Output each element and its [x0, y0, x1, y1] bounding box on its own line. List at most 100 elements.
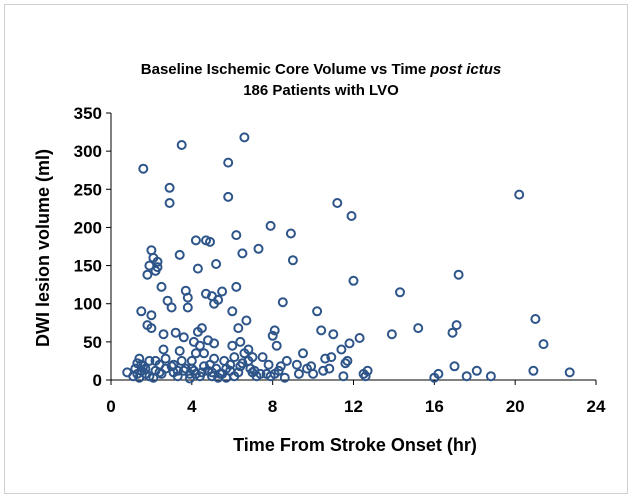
- data-point: [209, 338, 220, 349]
- data-point: [362, 365, 373, 376]
- data-point: [227, 306, 238, 317]
- data-point: [253, 243, 264, 254]
- data-point: [158, 329, 169, 340]
- data-point: [196, 323, 207, 334]
- data-point: [132, 368, 143, 379]
- x-tick-label: 4: [187, 397, 197, 416]
- x-tick-label: 12: [344, 397, 363, 416]
- data-point: [324, 363, 335, 374]
- data-point: [190, 348, 201, 359]
- data-point: [174, 346, 185, 356]
- data-point: [136, 306, 147, 317]
- data-point: [485, 371, 496, 382]
- data-point: [154, 367, 165, 378]
- data-point: [247, 352, 258, 363]
- data-point: [229, 352, 240, 363]
- data-point: [209, 353, 220, 364]
- data-point: [166, 302, 177, 313]
- data-point: [342, 355, 353, 366]
- data-point: [263, 359, 274, 370]
- data-point: [346, 211, 357, 221]
- data-point: [176, 140, 187, 150]
- data-point: [332, 198, 343, 208]
- data-point: [312, 306, 323, 317]
- data-point: [287, 255, 298, 266]
- data-point: [170, 327, 181, 338]
- data-point: [136, 359, 147, 370]
- data-point: [233, 367, 244, 378]
- data-point: [344, 338, 355, 349]
- scatter-chart: Baseline Ischemic Core Volume vs Time po…: [33, 61, 606, 455]
- data-point: [164, 182, 175, 193]
- data-point: [207, 367, 217, 378]
- data-point: [231, 281, 242, 292]
- chart-frame: Baseline Ischemic Core Volume vs Time po…: [4, 4, 628, 494]
- data-point: [138, 163, 149, 174]
- x-tick-label: 16: [425, 397, 444, 416]
- y-tick-label: 50: [83, 333, 102, 352]
- x-tick-label: 0: [106, 397, 115, 416]
- y-tick-label: 200: [74, 218, 102, 237]
- data-point: [453, 269, 464, 280]
- data-point: [530, 314, 541, 324]
- x-tick-label: 8: [268, 397, 277, 416]
- y-tick-label: 300: [74, 142, 102, 161]
- data-point: [306, 361, 317, 372]
- data-point: [174, 249, 185, 260]
- data-point: [269, 325, 280, 336]
- data-point: [528, 365, 539, 376]
- data-point: [340, 358, 351, 369]
- data-point: [217, 286, 228, 297]
- data-point: [223, 191, 234, 202]
- data-point: [281, 355, 292, 366]
- data-point: [348, 275, 359, 286]
- data-point: [279, 372, 290, 383]
- data-point: [354, 333, 365, 343]
- data-point: [146, 323, 157, 334]
- data-point: [265, 220, 276, 231]
- data-point: [148, 372, 159, 383]
- data-point: [142, 269, 153, 280]
- y-tick-label: 350: [74, 104, 102, 123]
- data-point: [190, 235, 201, 246]
- data-point: [182, 302, 193, 313]
- data-point: [239, 348, 250, 359]
- data-point: [225, 359, 236, 370]
- chart-title: Baseline Ischemic Core Volume vs Time po…: [141, 61, 501, 78]
- data-point: [178, 332, 189, 343]
- data-point: [471, 365, 482, 376]
- data-point: [233, 323, 244, 334]
- data-point: [564, 367, 575, 378]
- data-point: [249, 365, 260, 376]
- data-point: [316, 325, 327, 336]
- data-point: [172, 371, 183, 382]
- data-point: [144, 355, 155, 366]
- y-tick-label: 250: [74, 180, 102, 199]
- chart-subtitle: 186 Patients with LVO: [243, 82, 399, 99]
- x-tick-label: 20: [506, 397, 525, 416]
- data-point: [413, 323, 424, 334]
- data-point: [336, 344, 347, 355]
- data-point: [269, 368, 280, 379]
- data-point: [271, 340, 282, 351]
- data-point: [237, 248, 248, 259]
- data-point: [451, 320, 462, 331]
- data-point: [146, 310, 157, 321]
- data-point: [235, 336, 246, 347]
- data-point: [241, 315, 252, 326]
- data-point: [293, 368, 304, 379]
- y-tick-label: 0: [93, 371, 102, 390]
- data-point: [152, 256, 163, 267]
- data-point: [328, 329, 339, 340]
- x-axis-label: Time From Stroke Onset (hr): [233, 435, 477, 455]
- data-point: [192, 263, 203, 274]
- data-point: [318, 365, 329, 376]
- x-tick-label: 24: [587, 397, 606, 416]
- data-point: [326, 352, 337, 363]
- y-tick-label: 150: [74, 257, 102, 276]
- data-point: [186, 355, 197, 366]
- data-point: [176, 355, 187, 366]
- data-point: [291, 359, 302, 370]
- data-point: [201, 288, 211, 299]
- data-point: [449, 361, 460, 372]
